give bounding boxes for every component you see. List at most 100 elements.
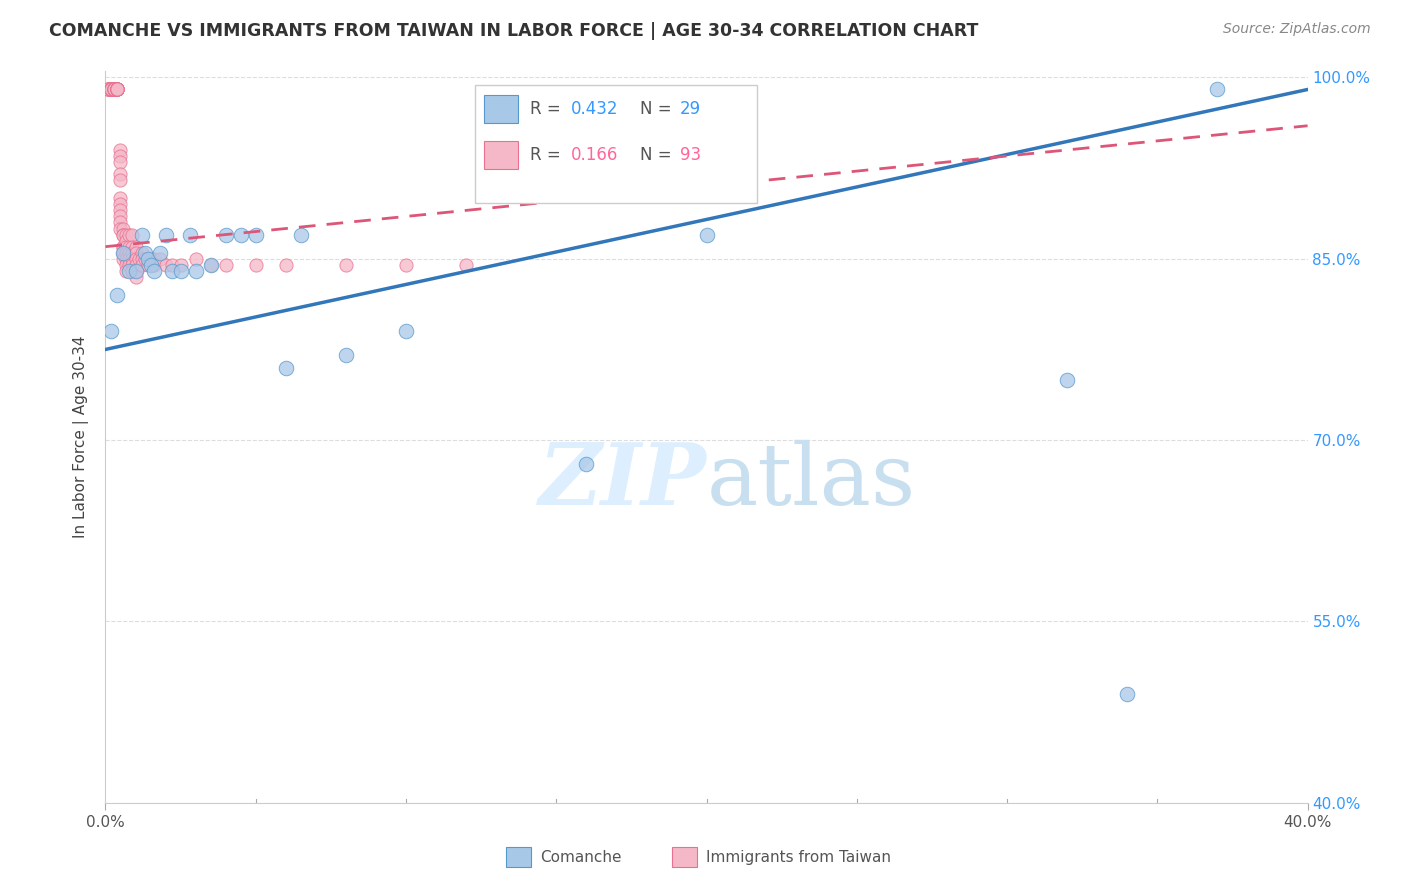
Point: [118, 240, 141, 254]
Point: [100, 82, 122, 96]
Point: [115, 258, 138, 272]
Point: [169, 258, 191, 272]
Point: [112, 245, 135, 260]
Point: [100, 82, 122, 96]
FancyBboxPatch shape: [474, 85, 756, 203]
Point: [110, 155, 132, 169]
Text: atlas: atlas: [707, 440, 915, 523]
Point: [100, 82, 122, 96]
Point: [115, 227, 138, 242]
Point: [112, 221, 135, 235]
Point: [134, 252, 156, 266]
FancyBboxPatch shape: [484, 95, 517, 122]
Point: [107, 82, 129, 96]
Point: [131, 245, 153, 260]
Point: [118, 227, 141, 242]
Point: [184, 264, 207, 278]
Point: [124, 240, 146, 254]
Point: [139, 252, 162, 266]
Point: [274, 360, 297, 375]
Point: [110, 197, 132, 211]
Point: [97, 82, 120, 96]
Point: [107, 82, 129, 96]
Text: N =: N =: [640, 145, 678, 164]
Point: [100, 82, 122, 96]
Point: [395, 258, 418, 272]
Point: [115, 234, 138, 248]
Point: [107, 82, 129, 96]
Point: [124, 264, 146, 278]
Point: [112, 227, 135, 242]
Point: [335, 349, 357, 363]
Point: [121, 264, 143, 278]
Point: [100, 82, 122, 96]
Point: [134, 245, 156, 260]
Point: [121, 252, 143, 266]
Point: [112, 240, 135, 254]
Point: [245, 227, 267, 242]
Point: [103, 82, 125, 96]
Point: [110, 143, 132, 157]
Point: [184, 252, 207, 266]
Point: [229, 227, 252, 242]
Point: [575, 457, 598, 471]
Point: [160, 264, 183, 278]
Point: [107, 82, 129, 96]
Text: 0.432: 0.432: [571, 100, 619, 118]
Text: Immigrants from Taiwan: Immigrants from Taiwan: [706, 850, 891, 864]
Text: R =: R =: [530, 100, 565, 118]
Point: [100, 82, 122, 96]
Point: [169, 264, 191, 278]
Point: [142, 258, 165, 272]
Point: [112, 227, 135, 242]
Text: 29: 29: [681, 100, 702, 118]
Point: [124, 269, 146, 284]
Point: [136, 252, 159, 266]
Text: 0.166: 0.166: [571, 145, 619, 164]
Point: [112, 245, 135, 260]
Text: N =: N =: [640, 100, 678, 118]
Text: Source: ZipAtlas.com: Source: ZipAtlas.com: [1223, 22, 1371, 37]
Point: [142, 264, 165, 278]
Text: ZIP: ZIP: [538, 439, 707, 523]
Point: [118, 245, 141, 260]
Point: [100, 82, 122, 96]
Point: [110, 191, 132, 205]
Point: [454, 258, 477, 272]
Point: [107, 82, 129, 96]
Point: [103, 82, 125, 96]
Point: [395, 324, 418, 338]
Point: [121, 245, 143, 260]
Point: [1206, 82, 1229, 96]
Point: [128, 252, 150, 266]
Point: [97, 82, 120, 96]
Point: [107, 288, 129, 302]
Point: [121, 240, 143, 254]
Point: [100, 82, 122, 96]
Point: [696, 227, 718, 242]
Point: [103, 82, 125, 96]
Point: [139, 258, 162, 272]
Point: [110, 203, 132, 218]
Text: R =: R =: [530, 145, 565, 164]
Point: [124, 252, 146, 266]
Point: [115, 245, 138, 260]
Point: [118, 252, 141, 266]
Point: [107, 82, 129, 96]
Point: [110, 167, 132, 181]
Point: [107, 82, 129, 96]
Point: [103, 82, 125, 96]
Point: [136, 258, 159, 272]
Point: [124, 258, 146, 272]
Point: [103, 82, 125, 96]
Point: [110, 149, 132, 163]
Point: [115, 264, 138, 278]
Point: [124, 245, 146, 260]
Point: [245, 258, 267, 272]
Point: [214, 258, 236, 272]
Point: [97, 82, 120, 96]
Text: 93: 93: [681, 145, 702, 164]
Point: [160, 258, 183, 272]
Point: [110, 173, 132, 187]
Point: [1056, 373, 1078, 387]
